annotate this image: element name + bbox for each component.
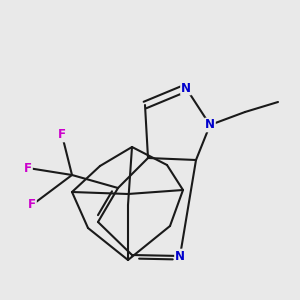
Text: N: N	[175, 250, 185, 262]
Text: N: N	[205, 118, 215, 131]
Text: F: F	[24, 161, 32, 175]
Text: F: F	[58, 128, 66, 142]
Text: F: F	[28, 199, 36, 212]
Text: N: N	[181, 82, 191, 94]
